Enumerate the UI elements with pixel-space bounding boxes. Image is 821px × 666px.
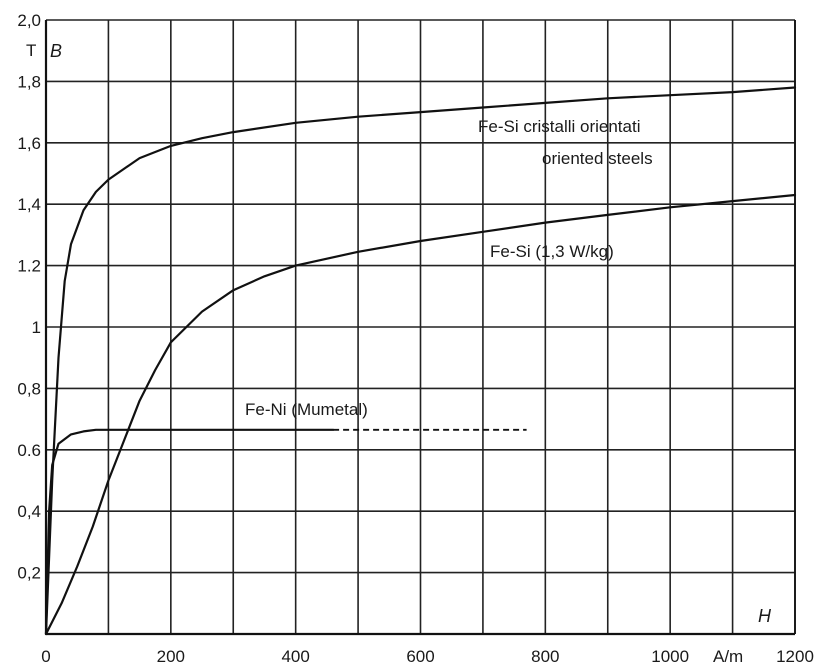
x-tick-label: 400 <box>281 647 309 666</box>
y-tick-label: 2,0 <box>17 11 41 30</box>
tick-labels: 0 200 400 600 800 1000 1200 0,2 0,4 0.6 0,8 1 1.2 1,4… <box>17 11 814 666</box>
curves <box>44 86 797 636</box>
axes <box>44 20 796 636</box>
y-axis-label: B <box>50 41 62 61</box>
y-tick-label: 1 <box>32 318 41 337</box>
series-line-fesi-13 <box>44 193 797 636</box>
y-tick-label: 0,8 <box>17 379 41 398</box>
series-label-oriented-steels: oriented steels <box>542 149 653 168</box>
x-axis-label: H <box>758 606 772 626</box>
y-tick-label: 1,6 <box>17 134 41 153</box>
y-tick-label: 1,8 <box>17 72 41 91</box>
series-label-fesi-oriented: Fe-Si cristalli orientati <box>478 117 641 136</box>
x-tick-label: 1000 <box>651 647 689 666</box>
y-tick-label: 1.2 <box>17 257 41 276</box>
x-tick-label: 1200 <box>776 647 814 666</box>
x-unit-label: A/m <box>713 647 743 666</box>
series-line-feni-mumetal <box>44 428 335 636</box>
y-tick-label: 0.6 <box>17 441 41 460</box>
x-tick-label: 600 <box>406 647 434 666</box>
x-tick-label: 0 <box>41 647 50 666</box>
x-tick-label: 200 <box>157 647 185 666</box>
y-tick-label: 0,2 <box>17 564 41 583</box>
series-line-fesi-oriented <box>44 86 797 636</box>
x-tick-label: 800 <box>531 647 559 666</box>
series-label-fesi-13: Fe-Si (1,3 W/kg) <box>490 242 614 261</box>
y-tick-label: 1,4 <box>17 195 41 214</box>
y-tick-label: 0,4 <box>17 502 41 521</box>
series-label-feni-mumetal: Fe-Ni (Mumetal) <box>245 400 368 419</box>
y-unit-label: T <box>26 41 36 60</box>
